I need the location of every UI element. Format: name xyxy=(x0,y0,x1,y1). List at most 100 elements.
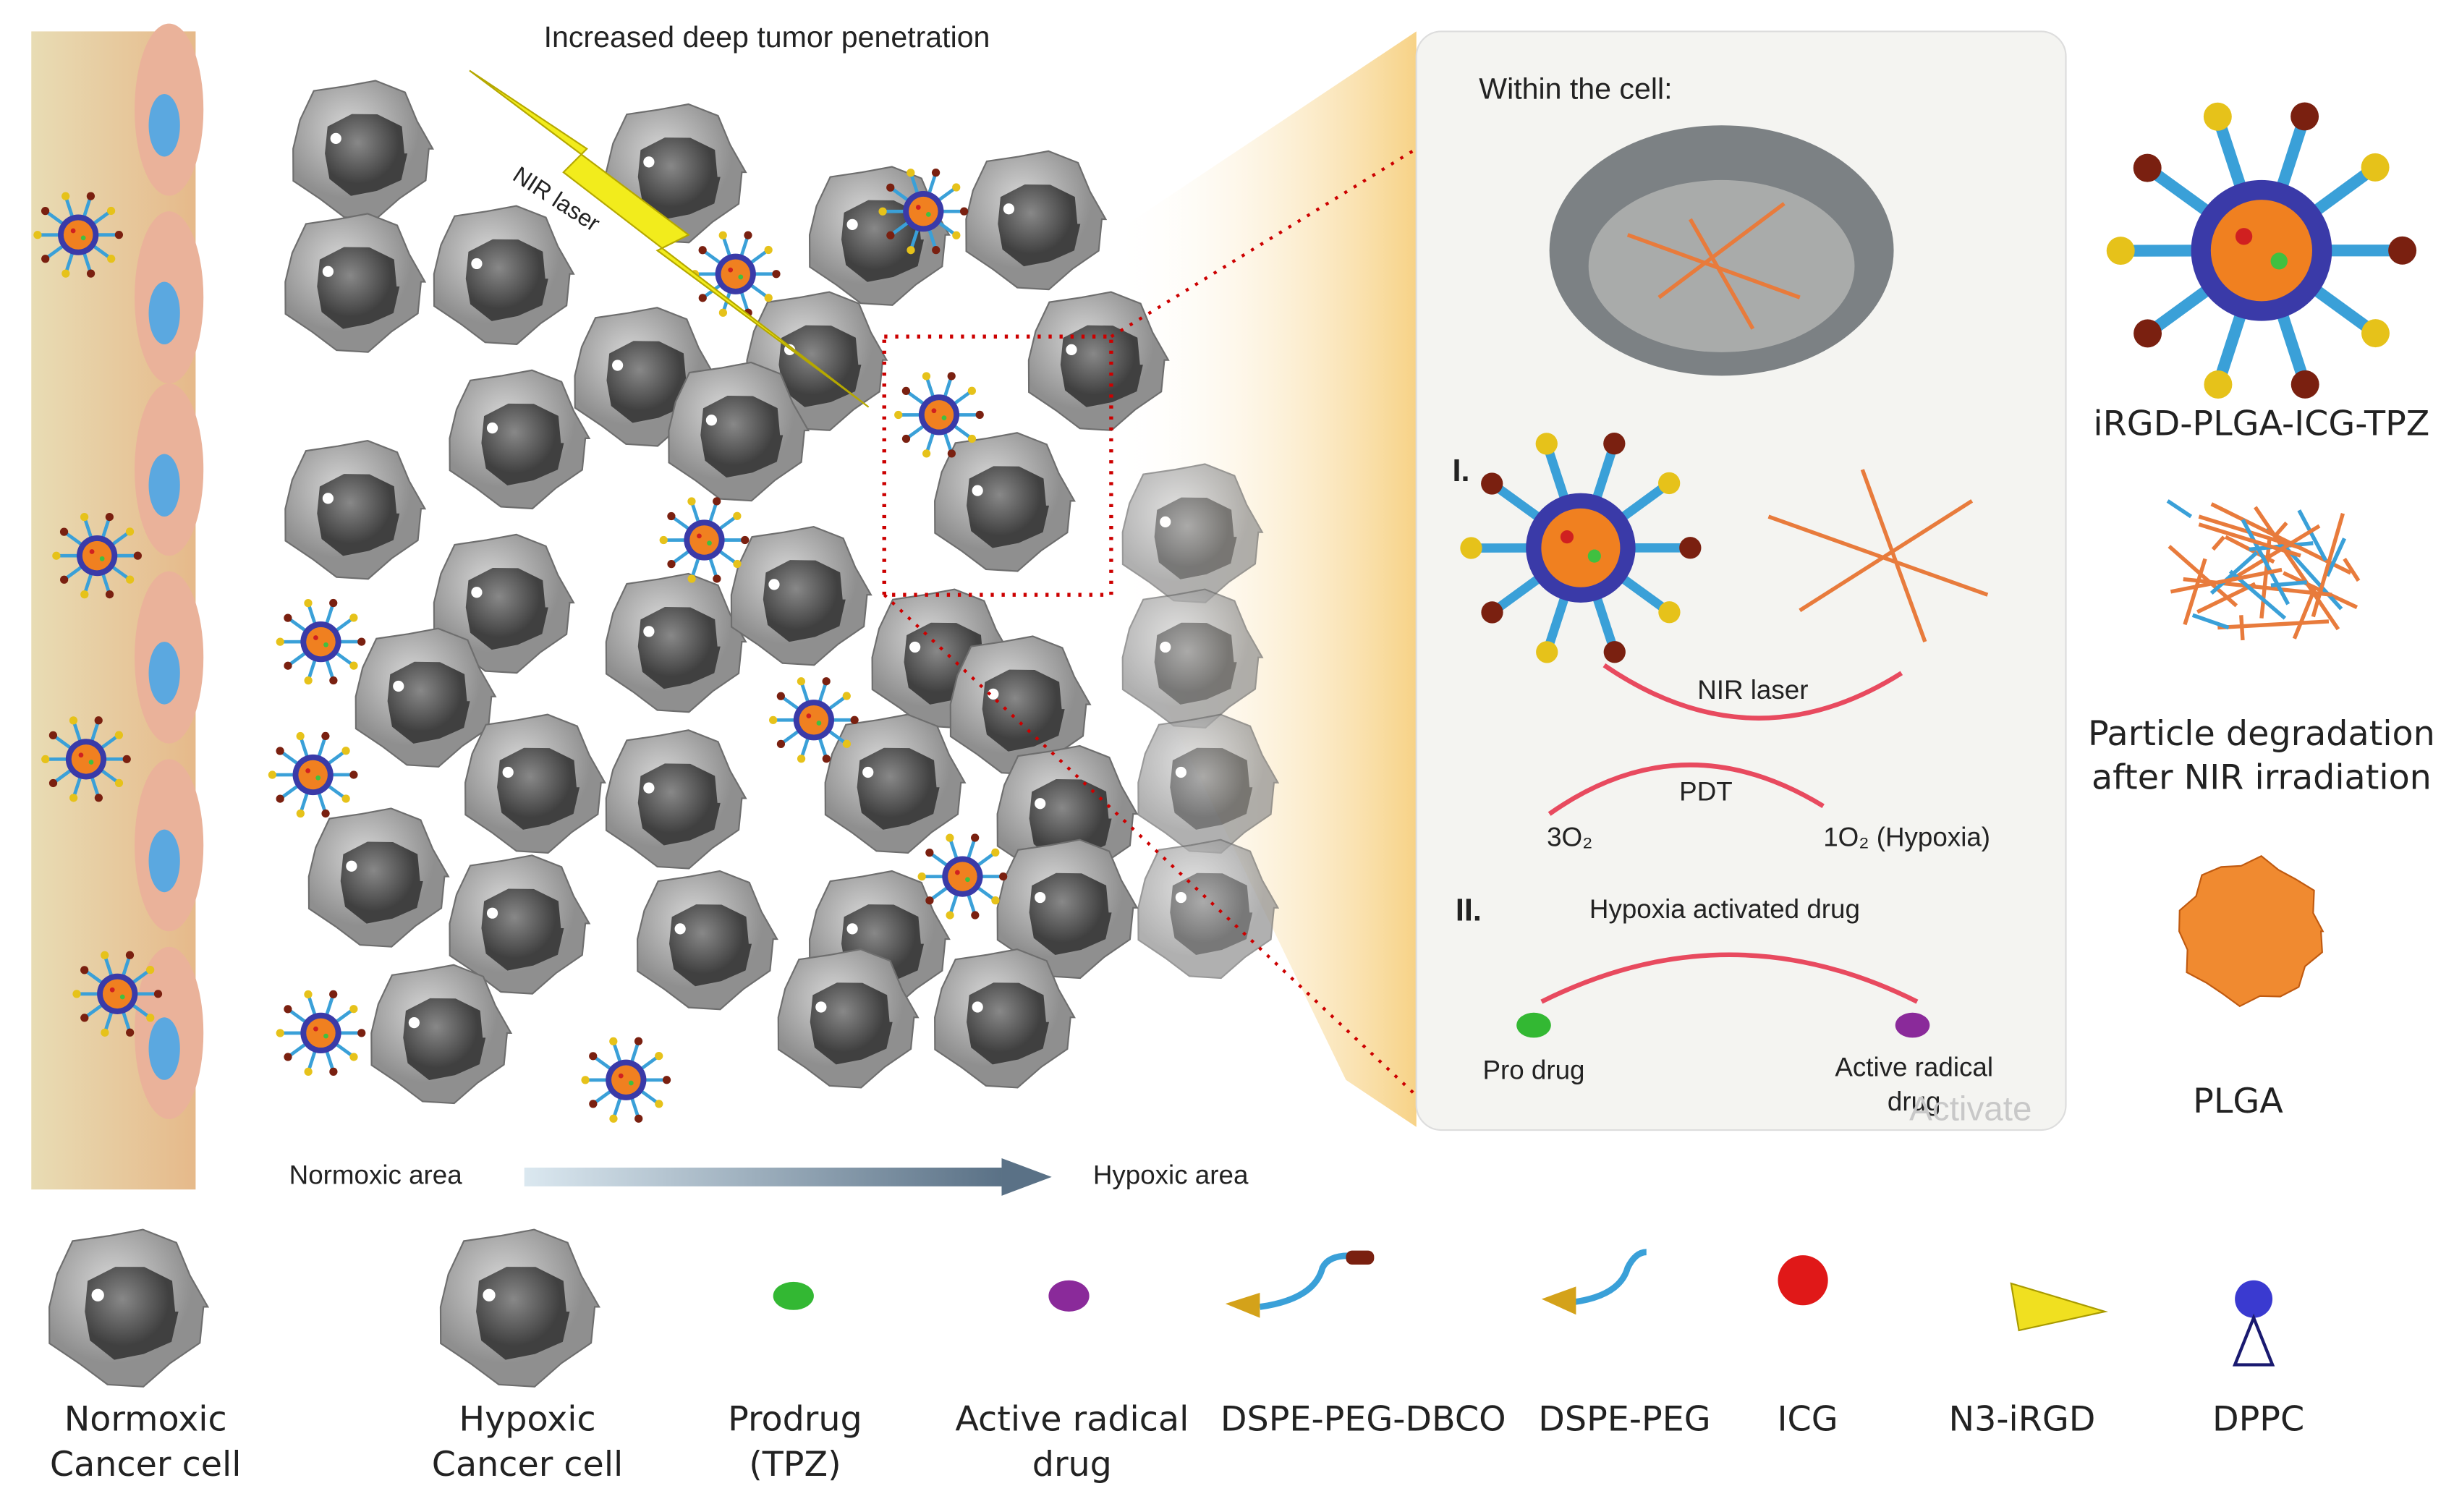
ligand xyxy=(2290,102,2319,131)
active-drug-icon xyxy=(1048,1280,1090,1312)
legend-line: ICG xyxy=(1778,1399,1838,1439)
ligand xyxy=(41,207,50,216)
icg xyxy=(313,635,318,640)
cancer-cell xyxy=(354,627,497,768)
nucleus xyxy=(637,607,721,689)
cancer-cell xyxy=(996,838,1139,980)
icg xyxy=(305,768,310,773)
legend-line: Normoxic xyxy=(64,1399,227,1439)
nucleus xyxy=(325,114,408,196)
ligand xyxy=(999,872,1008,881)
ligand xyxy=(146,966,155,974)
ligand xyxy=(822,677,831,686)
ligand xyxy=(329,598,338,608)
gradient-arrow xyxy=(524,1167,1002,1186)
nucleolus xyxy=(1066,344,1077,356)
endothelial-nucleus xyxy=(148,1017,180,1080)
ligand xyxy=(991,896,1000,905)
fragment xyxy=(2325,538,2347,577)
endothelial-nucleus xyxy=(148,281,180,345)
nucleolus xyxy=(471,258,483,270)
nucleolus xyxy=(643,626,655,637)
nucleolus xyxy=(846,923,858,935)
plga-core xyxy=(924,400,954,430)
fragment xyxy=(2191,613,2230,630)
plga-core xyxy=(689,525,719,555)
icg xyxy=(1560,530,1574,544)
dbco-icon xyxy=(1259,1252,1362,1310)
ligand xyxy=(276,794,284,803)
legend-label: DSPE-PEG xyxy=(1538,1399,1710,1439)
ligand xyxy=(687,497,696,506)
cancer-cell xyxy=(637,870,778,1011)
nucleolus xyxy=(972,1001,983,1013)
ligand xyxy=(80,966,89,974)
cancer-cell xyxy=(605,572,747,713)
ligand xyxy=(2106,237,2135,266)
plga-core xyxy=(721,259,750,289)
nanoparticle xyxy=(2106,102,2417,399)
ligand xyxy=(733,511,742,520)
legend-label: Prodrug (TPZ) xyxy=(728,1399,862,1485)
plga-core xyxy=(909,196,938,226)
nucleolus xyxy=(322,493,334,504)
nucleus xyxy=(669,904,752,987)
endothelial-nucleus xyxy=(148,829,180,893)
ligand xyxy=(952,183,961,192)
plga-core xyxy=(102,979,132,1009)
ligand xyxy=(922,372,931,381)
legend-label: Normoxic Cancer cell xyxy=(50,1399,242,1485)
nucleolus xyxy=(502,766,514,778)
ligand xyxy=(698,246,707,255)
ligand xyxy=(296,809,305,818)
legend-line: Prodrug xyxy=(728,1399,862,1439)
ligand xyxy=(2361,319,2390,348)
nucleolus xyxy=(705,415,718,426)
ligand xyxy=(769,715,778,724)
fragment xyxy=(2166,499,2193,519)
nucleolus xyxy=(846,218,858,230)
arrow-label: Hypoxia activated drug xyxy=(1589,894,1860,924)
nucleus xyxy=(317,474,400,556)
nucleolus xyxy=(408,1017,420,1029)
nucleus xyxy=(606,341,689,423)
nucleus xyxy=(481,888,564,971)
ligand xyxy=(296,731,305,741)
ligand xyxy=(713,497,721,506)
endothelial-nucleus xyxy=(148,454,180,517)
nanoparticle xyxy=(894,372,984,458)
ligand xyxy=(907,246,915,255)
plga-core xyxy=(306,627,336,657)
nucleus xyxy=(810,982,893,1065)
ligand xyxy=(917,872,926,881)
product: Active radical drug xyxy=(1835,1052,1993,1116)
icg xyxy=(806,713,812,718)
nucleus xyxy=(1170,747,1253,830)
legend-line: Cancer cell xyxy=(50,1445,242,1485)
legend-label: DSPE-PEG-DBCO xyxy=(1220,1399,1506,1439)
plga-ball xyxy=(2178,854,2324,1008)
peg-icon xyxy=(1572,1249,1647,1306)
ligand xyxy=(741,535,750,545)
nucleus xyxy=(387,661,470,744)
nucleus xyxy=(465,567,548,650)
cancer-cell xyxy=(284,439,427,580)
ligand xyxy=(107,255,116,263)
ligand xyxy=(667,511,676,521)
cancer-cell xyxy=(307,807,450,948)
nanoparticle xyxy=(41,716,131,802)
nucleolus xyxy=(972,485,983,496)
ligand xyxy=(733,559,742,569)
icg xyxy=(728,267,734,273)
nucleus xyxy=(476,1267,570,1360)
cancer-cell xyxy=(746,291,888,431)
nucleolus xyxy=(768,579,780,590)
ligand xyxy=(2134,319,2162,348)
ligand xyxy=(284,1053,292,1061)
ligand xyxy=(52,551,61,560)
plga-core xyxy=(82,540,112,571)
plga-core xyxy=(71,744,101,774)
nucleus xyxy=(637,137,721,220)
nucleus xyxy=(1060,325,1143,407)
plga-core xyxy=(1541,508,1621,587)
